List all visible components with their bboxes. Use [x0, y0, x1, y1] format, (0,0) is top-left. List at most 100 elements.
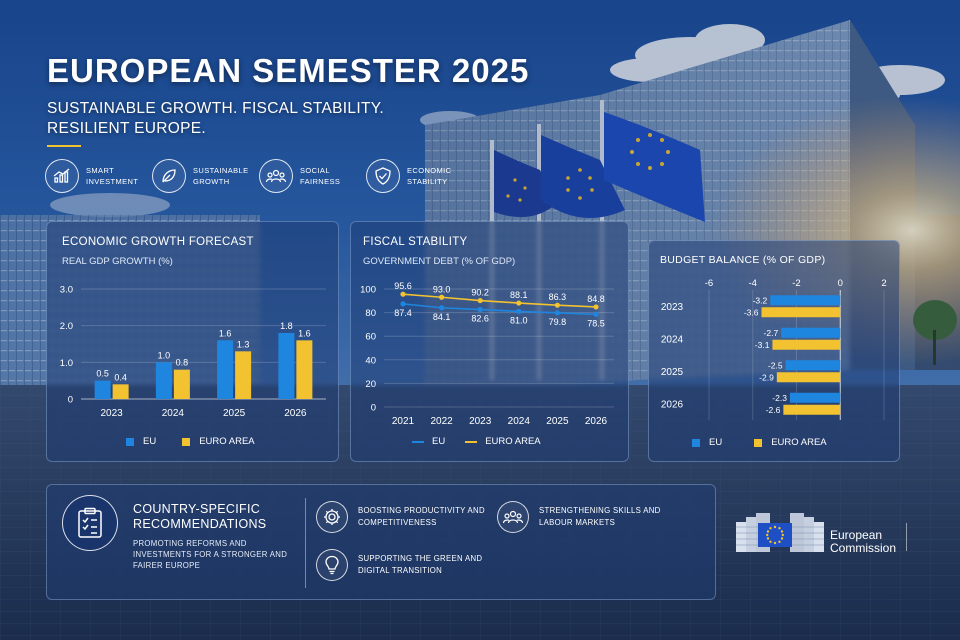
accent-divider	[47, 145, 81, 147]
bar-eu	[155, 362, 172, 399]
data-point	[593, 304, 599, 310]
data-label: 87.4	[394, 308, 412, 318]
bar-euro-area	[296, 340, 313, 399]
y-tick-label: 2023	[661, 302, 684, 313]
fiscal-chart-title: FISCAL STABILITY	[363, 236, 468, 248]
data-point	[400, 301, 406, 307]
pillar-label: SOCIAL FAIRNESS	[300, 166, 341, 186]
data-label: 1.3	[237, 339, 250, 349]
y-tick-label: 1.0	[60, 358, 73, 369]
growth-chart-title: ECONOMIC GROWTH FORECAST	[62, 236, 254, 248]
pillar-label: SMART INVESTMENT	[86, 166, 139, 186]
y-tick-label: 20	[365, 379, 376, 390]
page-subtitle: SUSTAINABLE GROWTH. FISCAL STABILITY. RE…	[47, 100, 384, 137]
legend-label: EU	[143, 436, 157, 447]
y-tick-label: 0	[371, 403, 376, 414]
legend-swatch-eu	[126, 437, 134, 446]
people-icon	[497, 501, 529, 533]
data-point	[477, 306, 483, 313]
logo-name-line2: Commission	[830, 541, 897, 555]
bar-eu	[785, 360, 841, 371]
y-tick-label: 100	[360, 285, 376, 296]
data-point	[554, 310, 561, 316]
recommendations-panel	[46, 484, 716, 600]
data-label: 1.0	[158, 350, 171, 360]
bar-eu	[278, 333, 295, 399]
bar-euro-area	[235, 351, 252, 399]
data-point	[400, 291, 406, 297]
x-tick-label: 2021	[392, 416, 415, 427]
recommendation-label: BOOSTING PRODUCTIVITY AND COMPETITIVENES…	[358, 506, 485, 527]
data-label: 86.3	[549, 292, 567, 302]
x-tick-label: 2024	[508, 416, 531, 427]
legend-line-euro-area	[465, 440, 478, 443]
pillar-sustainable-growth: SUSTAINABLE GROWTH	[152, 159, 249, 193]
data-label: 78.5	[587, 318, 605, 328]
recommendation-label: STRENGTHENING SKILLS AND LABOUR MARKETS	[539, 506, 661, 527]
european-commission-logo	[736, 513, 824, 552]
pillar-label: SUSTAINABLE GROWTH	[193, 166, 249, 186]
series-line-eu	[402, 303, 597, 316]
legend-label: EU	[709, 437, 723, 448]
shield-check-icon	[366, 159, 400, 193]
bar-euro-area	[173, 369, 190, 399]
pillar-label: ECONOMIC STABILITY	[407, 166, 452, 186]
data-label: 84.8	[587, 294, 605, 304]
data-label: 1.8	[280, 321, 293, 331]
pillar-list: SMART INVESTMENT SUSTAINABLE GROWTH SOCI…	[45, 159, 473, 193]
data-label: -2.7	[764, 328, 779, 338]
data-label: 88.1	[510, 290, 528, 300]
bar-eu	[770, 295, 841, 306]
data-point	[593, 311, 599, 317]
x-tick-label: 2025	[546, 416, 569, 427]
x-tick-label: 2026	[585, 416, 608, 427]
y-tick-label: 2025	[661, 367, 684, 378]
legend-swatch-eu	[692, 438, 700, 447]
growth-chart-icon	[45, 159, 79, 193]
data-label: -2.3	[772, 393, 787, 403]
y-tick-label: 2.0	[60, 321, 73, 332]
data-point	[477, 297, 483, 304]
recommendation-green-digital: SUPPORTING THE GREEN AND DIGITAL TRANSIT…	[316, 549, 493, 581]
data-label: 0.5	[96, 369, 109, 379]
fiscal-legend: EU EURO AREA	[412, 436, 567, 447]
recommendations-title: COUNTRY-SPECIFIC RECOMMENDATIONS	[133, 502, 267, 531]
legend-label: EURO AREA	[485, 436, 541, 447]
bar-eu	[789, 392, 841, 403]
series-line-euro-area	[402, 293, 597, 308]
data-label: -3.6	[744, 307, 759, 317]
legend-label: EU	[432, 436, 446, 447]
bar-euro-area	[761, 307, 841, 318]
logo-divider	[906, 523, 907, 551]
y-tick-label: 0	[68, 395, 73, 406]
data-label: 0.4	[114, 372, 127, 382]
legend-line-eu	[412, 440, 424, 443]
bar-euro-area	[772, 339, 841, 350]
legend-item-euro-area: EURO AREA	[465, 436, 541, 447]
x-tick-label: 2023	[469, 416, 492, 427]
bar-eu	[217, 340, 234, 399]
fiscal-chart-subtitle: GOVERNMENT DEBT (% OF GDP)	[363, 256, 516, 267]
page-title: EUROPEAN SEMESTER 2025	[47, 52, 530, 89]
bar-eu	[781, 327, 841, 338]
data-point	[554, 302, 561, 308]
legend-item-euro-area: EURO AREA	[182, 436, 255, 447]
data-label: -3.2	[753, 295, 768, 305]
legend-label: EURO AREA	[771, 437, 827, 448]
y-tick-label: 2026	[661, 399, 684, 410]
pillar-economic-stability: ECONOMIC STABILITY	[366, 159, 463, 193]
legend-swatch-euro-area	[754, 438, 763, 447]
growth-chart-subtitle: REAL GDP GROWTH (%)	[62, 256, 173, 267]
data-point	[516, 300, 522, 306]
recommendations-text: PROMOTING REFORMS AND INVESTMENTS FOR A …	[133, 539, 288, 570]
data-point	[516, 308, 522, 315]
y-tick-label: 3.0	[60, 285, 73, 296]
x-tick-label: -2	[792, 278, 800, 289]
budget-chart-title: BUDGET BALANCE (% OF GDP)	[660, 254, 826, 266]
data-label: 81.0	[510, 315, 528, 325]
fiscal-panel	[350, 221, 629, 462]
data-label: 93.0	[433, 284, 451, 294]
